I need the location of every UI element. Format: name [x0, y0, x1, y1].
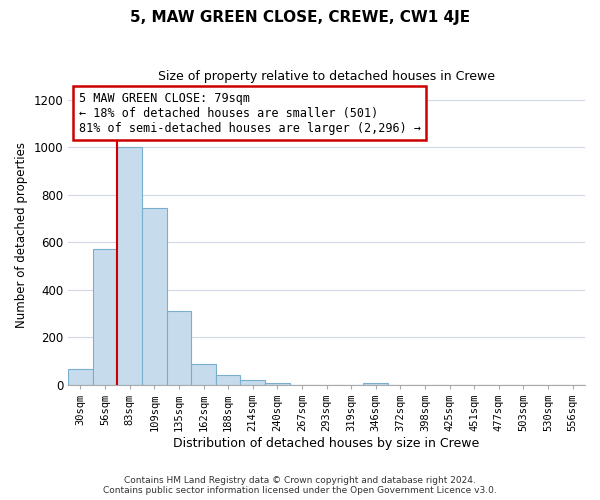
Bar	[93, 250, 118, 385]
Bar	[191, 364, 216, 385]
Bar	[167, 312, 191, 385]
Title: Size of property relative to detached houses in Crewe: Size of property relative to detached ho…	[158, 70, 495, 83]
Bar	[364, 383, 388, 385]
Bar	[142, 208, 167, 385]
Text: Contains HM Land Registry data © Crown copyright and database right 2024.
Contai: Contains HM Land Registry data © Crown c…	[103, 476, 497, 495]
Bar	[265, 382, 290, 385]
Bar	[241, 380, 265, 385]
Bar	[216, 376, 241, 385]
Text: 5, MAW GREEN CLOSE, CREWE, CW1 4JE: 5, MAW GREEN CLOSE, CREWE, CW1 4JE	[130, 10, 470, 25]
Bar	[68, 370, 93, 385]
X-axis label: Distribution of detached houses by size in Crewe: Distribution of detached houses by size …	[173, 437, 480, 450]
Y-axis label: Number of detached properties: Number of detached properties	[15, 142, 28, 328]
Text: 5 MAW GREEN CLOSE: 79sqm
← 18% of detached houses are smaller (501)
81% of semi-: 5 MAW GREEN CLOSE: 79sqm ← 18% of detach…	[79, 92, 421, 134]
Bar	[118, 148, 142, 385]
